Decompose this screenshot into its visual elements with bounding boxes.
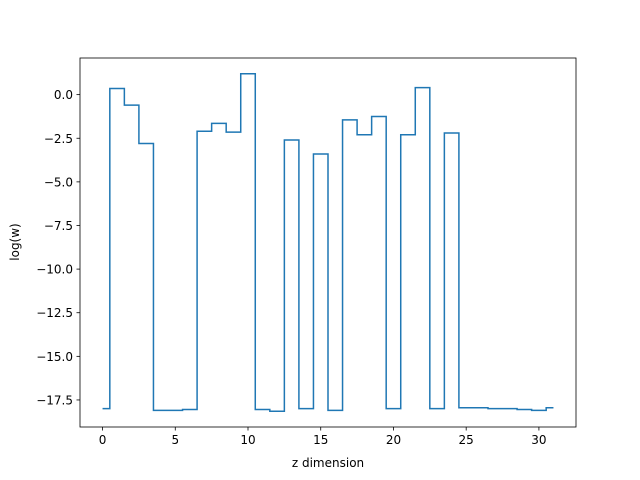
x-axis-label: z dimension (292, 456, 364, 470)
x-tick-label: 30 (531, 433, 546, 447)
y-axis-label: log(w) (8, 223, 22, 260)
y-tick-label: −15.0 (36, 350, 73, 364)
y-axis-ticks: 0.0 −2.5 −5.0 −7.5 −10.0 −12.5 −15.0 −17.5 (36, 88, 80, 407)
x-tick-label: 0 (99, 433, 107, 447)
series-layer (102, 72, 554, 413)
x-axis-ticks: 0 5 10 15 20 25 30 (99, 427, 547, 447)
x-tick-label: 25 (459, 433, 474, 447)
x-tick-label: 20 (386, 433, 401, 447)
series-line-0 (102, 72, 554, 413)
x-tick-label: 5 (171, 433, 179, 447)
y-tick-label: −5.0 (44, 175, 73, 189)
x-tick-label: 15 (313, 433, 328, 447)
y-tick-label: 0.0 (54, 88, 73, 102)
x-tick-label: 10 (240, 433, 255, 447)
y-tick-label: −7.5 (44, 219, 73, 233)
y-tick-label: −10.0 (36, 263, 73, 277)
y-tick-label: −17.5 (36, 393, 73, 407)
axes-frame (79, 57, 577, 428)
y-tick-label: −12.5 (36, 306, 73, 320)
y-tick-label: −2.5 (44, 132, 73, 146)
